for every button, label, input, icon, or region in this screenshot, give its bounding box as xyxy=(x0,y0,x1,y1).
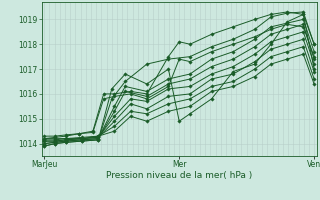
X-axis label: Pression niveau de la mer( hPa ): Pression niveau de la mer( hPa ) xyxy=(106,171,252,180)
